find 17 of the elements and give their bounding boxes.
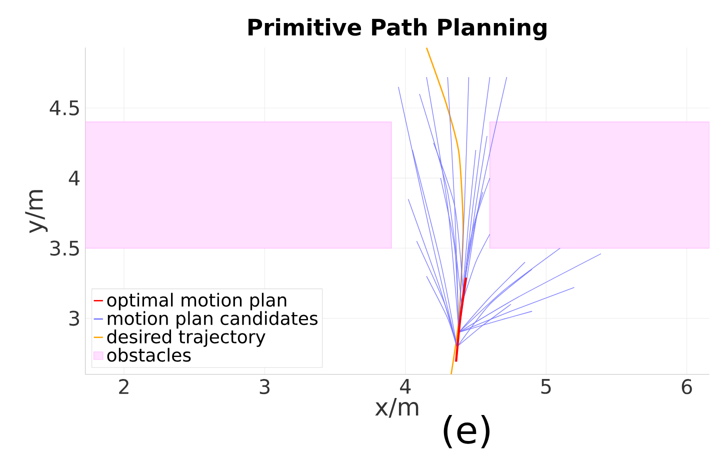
x-tick-label: 3 <box>260 379 270 394</box>
legend-label: motion plan candidates <box>108 311 318 329</box>
x-tick-label: 2 <box>119 379 128 394</box>
text: (e) <box>444 415 490 448</box>
x-tick-label: 5 <box>541 379 551 394</box>
x-axis-title: x/m <box>375 398 418 418</box>
y-tick-label: 4 <box>68 170 80 186</box>
y-tick-label: 3.5 <box>50 240 79 256</box>
legend-label: optimal motion plan <box>107 292 286 310</box>
y-axis-title: y/m <box>25 190 48 234</box>
legend-label: desired trajectory <box>107 330 266 347</box>
chart-title: Primitive Path Planning <box>248 18 546 40</box>
y-tick-label: 4.5 <box>50 100 79 116</box>
y-tick-label: 3 <box>69 310 80 326</box>
x-tick-label: 6 <box>682 379 692 394</box>
x-tick-label: 4 <box>400 379 411 394</box>
legend-label: obstacles <box>107 348 191 362</box>
